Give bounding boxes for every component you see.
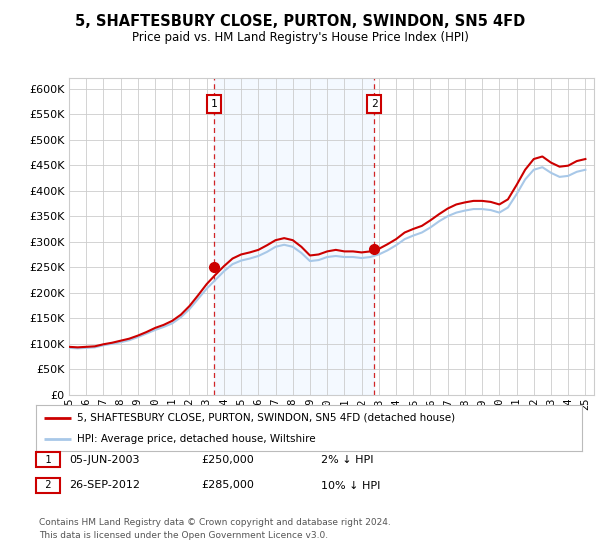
- Text: 1: 1: [211, 99, 217, 109]
- Text: 1: 1: [39, 455, 58, 465]
- Text: Contains HM Land Registry data © Crown copyright and database right 2024.
This d: Contains HM Land Registry data © Crown c…: [39, 518, 391, 539]
- Text: 5, SHAFTESBURY CLOSE, PURTON, SWINDON, SN5 4FD: 5, SHAFTESBURY CLOSE, PURTON, SWINDON, S…: [75, 14, 525, 29]
- Text: 2: 2: [371, 99, 377, 109]
- Text: £250,000: £250,000: [201, 455, 254, 465]
- Text: 26-SEP-2012: 26-SEP-2012: [69, 480, 140, 491]
- Text: Price paid vs. HM Land Registry's House Price Index (HPI): Price paid vs. HM Land Registry's House …: [131, 31, 469, 44]
- Text: 2: 2: [39, 480, 58, 491]
- Text: 2% ↓ HPI: 2% ↓ HPI: [321, 455, 373, 465]
- Text: £285,000: £285,000: [201, 480, 254, 491]
- Text: 05-JUN-2003: 05-JUN-2003: [69, 455, 139, 465]
- Text: 10% ↓ HPI: 10% ↓ HPI: [321, 480, 380, 491]
- Bar: [214, 78, 374, 395]
- Text: HPI: Average price, detached house, Wiltshire: HPI: Average price, detached house, Wilt…: [77, 435, 316, 444]
- Text: 5, SHAFTESBURY CLOSE, PURTON, SWINDON, SN5 4FD (detached house): 5, SHAFTESBURY CLOSE, PURTON, SWINDON, S…: [77, 413, 455, 423]
